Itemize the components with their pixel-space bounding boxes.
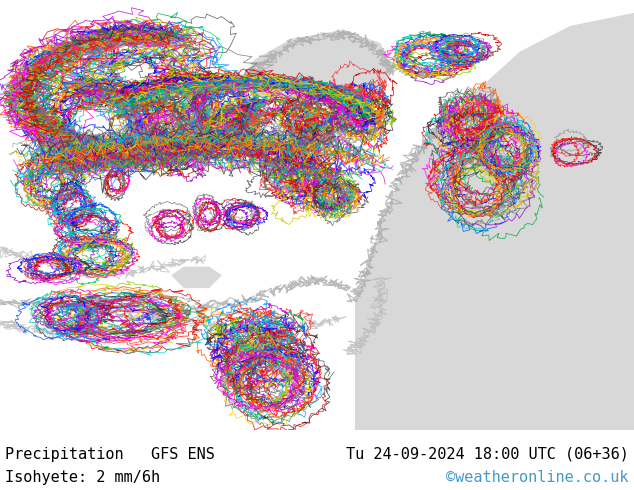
Text: Precipitation   GFS ENS: Precipitation GFS ENS: [5, 447, 215, 462]
Text: Isohyete: 2 mm/6h: Isohyete: 2 mm/6h: [5, 470, 160, 485]
Text: Tu 24-09-2024 18:00 UTC (06+36): Tu 24-09-2024 18:00 UTC (06+36): [346, 447, 629, 462]
Text: ©weatheronline.co.uk: ©weatheronline.co.uk: [446, 470, 629, 485]
